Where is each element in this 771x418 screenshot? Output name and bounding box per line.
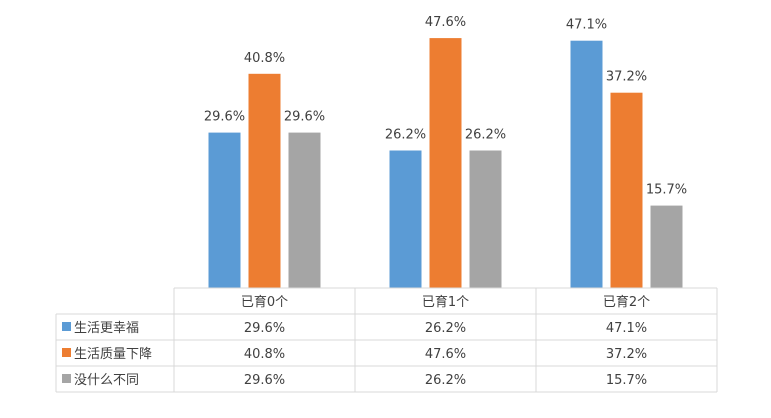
data-label: 29.6% [284, 110, 325, 125]
table-cell: 15.7% [606, 373, 647, 388]
category-label: 已育0个 [241, 294, 288, 310]
data-label: 47.1% [566, 18, 607, 33]
table-cell: 40.8% [244, 347, 285, 362]
bar [610, 92, 643, 288]
bar-group: 29.6% 40.8% 29.6% [204, 51, 325, 288]
bar-group: 47.1% 37.2% 15.7% [566, 18, 687, 289]
legend-label: 生活更幸福 [74, 321, 139, 336]
legend-label: 没什么不同 [74, 373, 139, 388]
table-cell: 29.6% [244, 321, 285, 336]
table-cell: 47.1% [606, 321, 647, 336]
data-label: 15.7% [646, 183, 687, 198]
bar [429, 38, 462, 288]
data-label: 26.2% [385, 128, 426, 143]
bar [650, 205, 683, 288]
bar [570, 40, 603, 289]
bar [469, 150, 502, 288]
bar [208, 132, 241, 288]
data-label: 40.8% [244, 51, 285, 66]
table-cell: 29.6% [244, 373, 285, 388]
category-label: 已育1个 [422, 294, 469, 310]
legend-key [62, 374, 71, 383]
category-label: 已育2个 [603, 294, 650, 310]
legend-label: 生活质量下降 [74, 347, 152, 362]
bar-group: 26.2% 47.6% 26.2% [385, 15, 506, 288]
bar [389, 150, 422, 288]
table-cell: 37.2% [606, 347, 647, 362]
bars-layer: 29.6% 40.8% 29.6% 26.2% 47.6% 26.2% 47.1% 37.2%… [204, 15, 687, 289]
legend-key [62, 348, 71, 357]
bar [288, 132, 321, 288]
data-label: 37.2% [606, 70, 647, 85]
data-label: 29.6% [204, 110, 245, 125]
data-label: 26.2% [465, 128, 506, 143]
table-cell: 26.2% [425, 321, 466, 336]
data-label: 47.6% [425, 15, 466, 30]
legend-key [62, 322, 71, 331]
bar [248, 73, 281, 288]
table-cell: 47.6% [425, 347, 466, 362]
table-cell: 26.2% [425, 373, 466, 388]
